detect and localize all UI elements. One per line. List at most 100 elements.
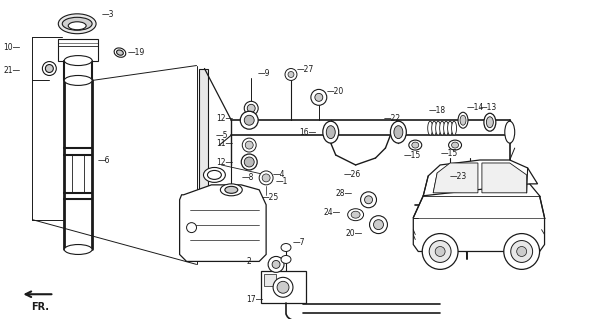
- Text: —20: —20: [327, 87, 344, 96]
- Text: 11—: 11—: [216, 139, 233, 148]
- Polygon shape: [433, 163, 478, 193]
- Text: 2—: 2—: [247, 257, 259, 266]
- Text: 12—: 12—: [216, 114, 233, 123]
- Ellipse shape: [452, 121, 456, 135]
- Text: —23: —23: [450, 172, 467, 181]
- Text: —5: —5: [216, 131, 228, 140]
- Ellipse shape: [487, 117, 494, 128]
- Ellipse shape: [439, 121, 445, 135]
- Circle shape: [187, 223, 197, 233]
- Circle shape: [429, 241, 451, 262]
- Text: —6: —6: [98, 156, 111, 164]
- Ellipse shape: [45, 65, 54, 73]
- Ellipse shape: [326, 126, 335, 139]
- Text: 12—: 12—: [216, 158, 233, 167]
- Ellipse shape: [64, 244, 92, 254]
- Ellipse shape: [114, 48, 126, 57]
- Circle shape: [504, 234, 540, 269]
- Circle shape: [285, 68, 297, 80]
- Ellipse shape: [62, 17, 92, 30]
- Text: —22: —22: [383, 114, 401, 123]
- Ellipse shape: [203, 167, 226, 182]
- Text: —4: —4: [273, 171, 286, 180]
- Ellipse shape: [484, 113, 496, 131]
- Text: —25: —25: [261, 193, 279, 202]
- Ellipse shape: [244, 157, 254, 167]
- Ellipse shape: [449, 140, 462, 150]
- Ellipse shape: [58, 14, 96, 34]
- Ellipse shape: [458, 112, 468, 128]
- Circle shape: [311, 89, 327, 105]
- Circle shape: [511, 241, 532, 262]
- Text: 24—: 24—: [323, 208, 340, 217]
- Ellipse shape: [207, 171, 221, 180]
- Text: 17—: 17—: [246, 295, 263, 304]
- Text: FR.: FR.: [31, 302, 49, 312]
- Ellipse shape: [391, 121, 406, 143]
- Text: —15: —15: [440, 148, 458, 157]
- Circle shape: [244, 115, 254, 125]
- Polygon shape: [413, 178, 545, 252]
- Circle shape: [262, 174, 270, 182]
- Circle shape: [360, 192, 376, 208]
- Circle shape: [268, 256, 284, 272]
- Circle shape: [422, 234, 458, 269]
- Ellipse shape: [394, 126, 403, 139]
- Circle shape: [288, 71, 294, 77]
- Ellipse shape: [452, 142, 459, 148]
- Polygon shape: [482, 163, 527, 193]
- Ellipse shape: [428, 121, 433, 135]
- Ellipse shape: [436, 121, 441, 135]
- Circle shape: [315, 93, 323, 101]
- Bar: [261, 271, 306, 303]
- Circle shape: [277, 281, 289, 293]
- Text: 16—: 16—: [300, 128, 317, 137]
- Text: —8: —8: [241, 173, 254, 182]
- Bar: [198, 68, 209, 213]
- Text: 20—: 20—: [345, 229, 363, 238]
- Circle shape: [244, 101, 258, 115]
- Text: —13: —13: [480, 103, 497, 112]
- Text: —19: —19: [128, 48, 145, 57]
- Text: —15: —15: [403, 150, 421, 160]
- Ellipse shape: [220, 184, 242, 196]
- Bar: [264, 274, 276, 286]
- Text: 28—: 28—: [336, 189, 353, 198]
- Circle shape: [365, 196, 372, 204]
- Ellipse shape: [412, 142, 419, 148]
- Circle shape: [373, 220, 383, 230]
- Circle shape: [245, 141, 253, 149]
- Ellipse shape: [448, 121, 452, 135]
- Text: —7: —7: [293, 238, 306, 247]
- Ellipse shape: [348, 209, 363, 221]
- Text: —3: —3: [102, 10, 114, 19]
- Ellipse shape: [241, 154, 257, 170]
- Text: 10—: 10—: [4, 43, 21, 52]
- Polygon shape: [423, 160, 538, 196]
- Ellipse shape: [444, 121, 449, 135]
- Circle shape: [435, 246, 445, 256]
- Ellipse shape: [225, 186, 238, 193]
- Ellipse shape: [64, 56, 92, 66]
- Ellipse shape: [323, 121, 339, 143]
- Polygon shape: [180, 185, 266, 261]
- Circle shape: [273, 277, 293, 297]
- Ellipse shape: [432, 121, 436, 135]
- Circle shape: [242, 138, 256, 152]
- Ellipse shape: [505, 121, 515, 143]
- Ellipse shape: [64, 76, 92, 85]
- Ellipse shape: [281, 255, 291, 263]
- Ellipse shape: [117, 50, 123, 55]
- Text: —27: —27: [297, 65, 314, 74]
- Circle shape: [272, 260, 280, 268]
- Text: 21—: 21—: [4, 66, 21, 75]
- Circle shape: [517, 246, 527, 256]
- Ellipse shape: [409, 140, 422, 150]
- Text: —14: —14: [467, 103, 484, 112]
- Text: —9: —9: [257, 69, 270, 78]
- Ellipse shape: [281, 244, 291, 252]
- Ellipse shape: [68, 22, 86, 30]
- Text: —1: —1: [276, 177, 289, 186]
- Bar: [58, 39, 98, 60]
- Circle shape: [369, 216, 388, 234]
